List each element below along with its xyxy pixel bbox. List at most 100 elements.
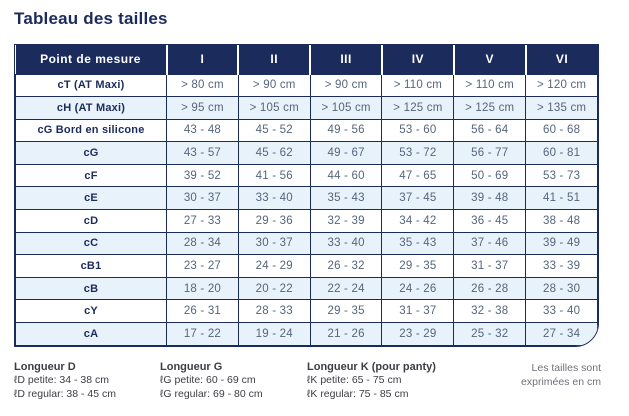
size-cell: 45 - 62 [237, 141, 311, 165]
footer-group-length-d: Longueur D ℓD petite: 34 - 38 cm ℓD regu… [14, 360, 160, 401]
footer-group-line: ℓG petite: 60 - 69 cm [160, 374, 256, 386]
size-cell: 50 - 69 [453, 163, 527, 188]
size-cell: 37 - 45 [381, 186, 455, 211]
size-cell: 30 - 37 [237, 231, 311, 256]
size-cell: 34 - 42 [381, 209, 455, 233]
size-table: Point de mesure I II III IV V VI cT (AT … [15, 45, 598, 346]
size-cell: > 125 cm [453, 96, 527, 120]
column-header-size-6: VI [524, 45, 598, 74]
size-cell: 25 - 32 [453, 322, 527, 346]
size-cell: 33 - 39 [525, 254, 598, 278]
size-cell: 41 - 56 [237, 163, 311, 188]
size-cell: 53 - 60 [381, 118, 455, 143]
page-title: Tableau des tailles [14, 9, 168, 28]
size-cell: 26 - 28 [453, 276, 527, 301]
table-row: cG 43 - 57 45 - 62 49 - 67 53 - 72 56 - 77 6… [15, 141, 598, 165]
footer-group-title: Longueur G [160, 361, 223, 373]
size-cell: 33 - 40 [309, 231, 383, 256]
footer-group-title: Longueur D [14, 361, 76, 373]
table-row: cH (AT Maxi) > 95 cm > 105 cm > 105 cm > 1… [15, 96, 598, 120]
size-cell: 39 - 49 [525, 231, 598, 256]
table-row: cY 26 - 31 28 - 33 29 - 35 31 - 37 32 - 38 3… [15, 299, 598, 324]
size-table-body: cT (AT Maxi) > 80 cm > 90 cm > 90 cm > 110… [15, 73, 598, 346]
footer-group-line: ℓG regular: 69 - 80 cm [160, 387, 263, 400]
size-cell: 31 - 37 [381, 299, 455, 324]
size-cell: > 80 cm [166, 73, 239, 98]
size-cell: > 135 cm [525, 96, 598, 120]
size-cell: 60 - 81 [525, 141, 598, 165]
size-cell: > 125 cm [381, 96, 455, 120]
size-cell: 39 - 48 [453, 186, 527, 211]
table-row: cE 30 - 37 33 - 40 35 - 43 37 - 45 39 - 48 4… [15, 186, 598, 211]
size-cell: 31 - 37 [453, 254, 527, 278]
table-row: cG Bord en silicone 43 - 48 45 - 52 49 - … [15, 118, 598, 143]
column-header-size-2: II [237, 45, 311, 74]
size-cell: 33 - 40 [525, 299, 598, 324]
size-cell: 45 - 52 [237, 118, 311, 143]
row-label: cY [15, 299, 167, 324]
size-cell: 53 - 73 [525, 163, 598, 188]
row-label: cH (AT Maxi) [15, 96, 167, 120]
size-cell: 33 - 40 [237, 186, 311, 211]
size-cell: 28 - 34 [166, 231, 239, 256]
row-label: cB1 [15, 254, 167, 278]
table-row: cB 18 - 20 20 - 22 22 - 24 24 - 26 26 - 28 2… [15, 276, 598, 301]
row-label: cC [15, 231, 167, 256]
row-label: cD [15, 209, 167, 233]
size-cell: 26 - 32 [309, 254, 383, 278]
note-line: exprimées en cm [521, 376, 601, 388]
size-cell: 30 - 37 [166, 186, 239, 211]
table-row: cC 28 - 34 30 - 37 33 - 40 35 - 43 37 - 46 3… [15, 231, 598, 256]
row-label: cG Bord en silicone [15, 118, 167, 143]
sizes-in-cm-note: Les tailles sont exprimées en cm [492, 360, 601, 389]
size-cell: 35 - 43 [381, 231, 455, 256]
size-cell: 23 - 27 [166, 254, 239, 278]
size-cell: 44 - 60 [309, 163, 383, 188]
table-row: cB1 23 - 27 24 - 29 26 - 32 29 - 35 31 - 37… [15, 254, 598, 278]
size-cell: 21 - 26 [309, 322, 383, 346]
size-cell: 35 - 43 [309, 186, 383, 211]
size-cell: 27 - 33 [166, 209, 239, 233]
column-header-size-1: I [165, 45, 239, 74]
column-header-size-5: V [452, 45, 526, 74]
size-cell: > 120 cm [525, 73, 598, 98]
size-cell: 53 - 72 [381, 141, 455, 165]
row-label: cT (AT Maxi) [15, 73, 167, 98]
size-cell: 37 - 46 [453, 231, 527, 256]
size-cell: 18 - 20 [166, 276, 239, 301]
size-cell: 39 - 52 [166, 163, 239, 188]
size-cell: 20 - 22 [237, 276, 311, 301]
size-cell: 41 - 51 [525, 186, 598, 211]
size-cell: > 105 cm [309, 96, 383, 120]
size-cell: 28 - 33 [237, 299, 311, 324]
size-cell: > 90 cm [237, 73, 311, 98]
row-label: cB [15, 276, 167, 301]
size-cell: > 95 cm [166, 96, 239, 120]
column-header-size-3: III [309, 45, 382, 74]
size-cell: 43 - 57 [166, 141, 239, 165]
size-cell: 60 - 68 [525, 118, 598, 143]
table-row: cF 39 - 52 41 - 56 44 - 60 47 - 65 50 - 69 5… [15, 163, 598, 188]
table-row: cT (AT Maxi) > 80 cm > 90 cm > 90 cm > 110… [15, 73, 598, 98]
table-row: cD 27 - 33 29 - 36 32 - 39 34 - 42 36 - 45 3… [15, 209, 598, 233]
size-cell: 49 - 67 [309, 141, 383, 165]
size-cell: 29 - 35 [381, 254, 455, 278]
note-line: Les tailles sont [531, 362, 601, 374]
column-header-measure-point: Point de mesure [15, 45, 167, 74]
row-label: cF [15, 163, 167, 188]
footer-group-length-g: Longueur G ℓG petite: 60 - 69 cm ℓG regu… [160, 360, 307, 401]
size-cell: 27 - 34 [525, 322, 598, 346]
size-cell: 28 - 30 [525, 276, 598, 301]
size-cell: > 105 cm [237, 96, 311, 120]
size-cell: 24 - 29 [237, 254, 311, 278]
footer-group-title: Longueur K (pour panty) [307, 361, 436, 373]
size-cell: 24 - 26 [381, 276, 455, 301]
footer: Longueur D ℓD petite: 34 - 38 cm ℓD regu… [14, 360, 601, 401]
size-cell: 32 - 39 [309, 209, 383, 233]
table-header-row: Point de mesure I II III IV V VI [15, 45, 598, 74]
size-cell: 19 - 24 [237, 322, 311, 346]
size-cell: > 110 cm [453, 73, 527, 98]
size-cell: > 110 cm [381, 73, 455, 98]
size-cell: 47 - 65 [381, 163, 455, 188]
footer-group-line: ℓK petite: 65 - 75 cm [307, 374, 402, 386]
